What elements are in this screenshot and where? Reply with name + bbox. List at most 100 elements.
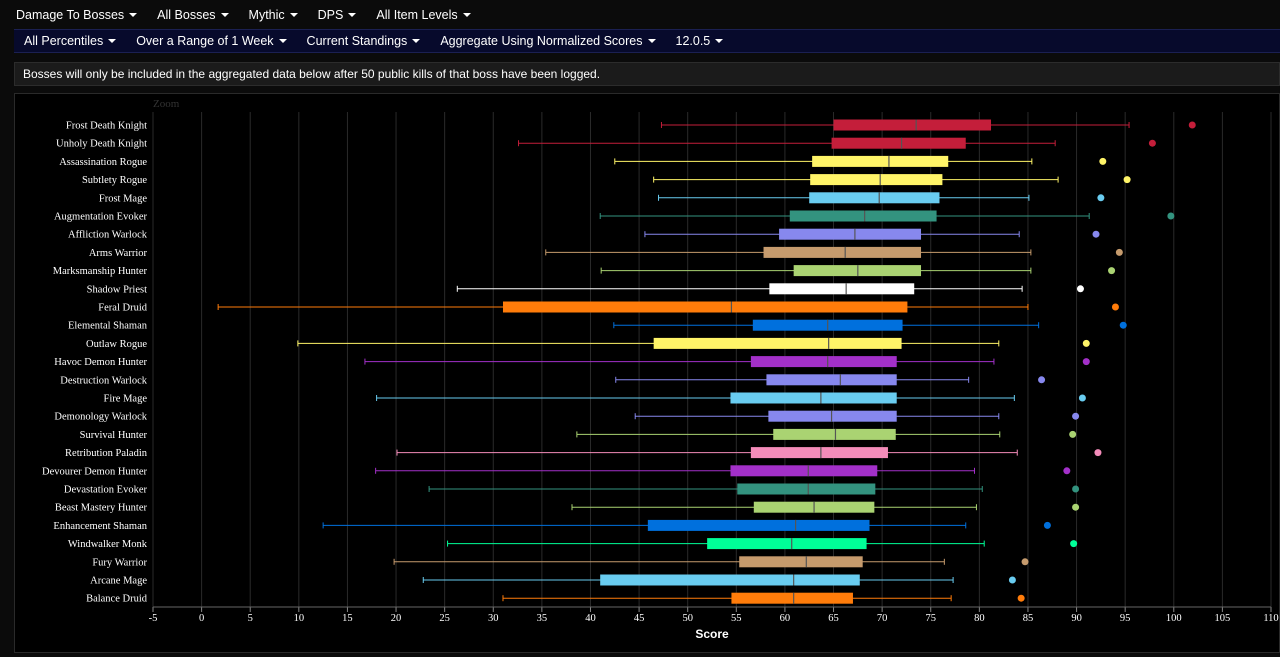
filter-dropdown-1[interactable]: Damage To Bosses [6, 0, 147, 29]
x-tick-label: 35 [537, 613, 548, 624]
y-category-label: Enhancement Shaman [53, 521, 147, 532]
outlier-point [1070, 540, 1078, 548]
caret-down-icon [108, 39, 117, 43]
boxplot-svg: Zoom Frost Death Knight Unholy Death Knig… [42, 98, 1279, 641]
iqr-box [730, 465, 878, 477]
x-tick-label: 5 [248, 613, 253, 624]
y-category-label: Frost Death Knight [66, 121, 147, 132]
outlier-point [1115, 248, 1123, 256]
filter-dropdown-5[interactable]: 12.0.5 [666, 30, 734, 52]
y-category-label: Arms Warrior [89, 248, 148, 259]
caret-down-icon [220, 12, 229, 17]
score-chart: Zoom Frost Death Knight Unholy Death Knig… [14, 93, 1280, 653]
outlier-point [1072, 503, 1080, 511]
filter-dropdown-label: Aggregate Using Normalized Scores [440, 34, 643, 48]
x-tick-label: 0 [199, 613, 204, 624]
filter-dropdown-4[interactable]: Aggregate Using Normalized Scores [430, 30, 665, 52]
filter-dropdown-4[interactable]: DPS [308, 0, 367, 29]
x-tick-label: 80 [974, 613, 985, 624]
caret-down-icon [647, 39, 656, 43]
outlier-point [1038, 376, 1046, 384]
filter-dropdown-label: Damage To Bosses [16, 7, 125, 22]
x-tick-label: 55 [731, 613, 742, 624]
outlier-point [1072, 485, 1080, 493]
x-tick-label: 95 [1120, 613, 1131, 624]
y-category-label: Havoc Demon Hunter [54, 357, 147, 368]
filter-dropdown-2[interactable]: All Bosses [147, 0, 238, 29]
y-category-label: Fire Mage [104, 394, 148, 405]
iqr-box [653, 337, 902, 349]
filter-dropdown-label: All Item Levels [376, 7, 458, 22]
filter-dropdown-2[interactable]: Over a Range of 1 Week [126, 30, 296, 52]
y-category-label: Unholy Death Knight [56, 139, 147, 150]
info-notice: Bosses will only be included in the aggr… [14, 62, 1280, 86]
filter-dropdown-3[interactable]: Mythic [239, 0, 308, 29]
x-tick-label: 10 [294, 613, 305, 624]
x-tick-label: 60 [780, 613, 791, 624]
outlier-point [1188, 121, 1196, 129]
x-tick-label: 70 [877, 613, 888, 624]
y-category-label: Beast Mastery Hunter [55, 503, 148, 514]
outlier-point [1119, 321, 1127, 329]
x-tick-label: 105 [1215, 613, 1231, 624]
outlier-point [1021, 558, 1029, 566]
filter-bar-secondary: All Percentiles Over a Range of 1 Week Cur… [14, 29, 1280, 53]
outlier-point [1082, 339, 1090, 347]
x-tick-label: 65 [828, 613, 839, 624]
filter-dropdown-label: Current Standings [306, 34, 408, 48]
iqr-box [737, 483, 876, 495]
outlier-point [1167, 212, 1175, 220]
iqr-box [809, 192, 940, 204]
outlier-point [1069, 430, 1077, 438]
iqr-box [750, 447, 888, 459]
filter-dropdown-label: DPS [317, 7, 344, 22]
outlier-point [1017, 594, 1025, 602]
caret-down-icon [715, 39, 724, 43]
y-category-label: Elemental Shaman [68, 321, 148, 332]
caret-down-icon [462, 12, 471, 17]
caret-down-icon [278, 39, 287, 43]
outlier-point [1111, 303, 1119, 311]
outlier-point [1008, 576, 1016, 584]
y-category-label: Augmentation Evoker [54, 212, 148, 223]
filter-dropdown-label: Mythic [248, 7, 285, 22]
outlier-point [1097, 194, 1105, 202]
iqr-box [766, 374, 897, 386]
y-category-label: Assassination Rogue [59, 157, 147, 168]
outlier-point [1063, 467, 1071, 475]
y-category-label: Outlaw Rogue [86, 339, 147, 350]
outlier-point [1043, 521, 1051, 529]
filter-dropdown-1[interactable]: All Percentiles [14, 30, 126, 52]
y-category-label: Devastation Evoker [64, 485, 148, 496]
outlier-point [1123, 176, 1131, 184]
outlier-point [1094, 449, 1102, 457]
outlier-point [1082, 358, 1090, 366]
outlier-point [1072, 412, 1080, 420]
iqr-box [739, 556, 863, 568]
x-tick-label: 25 [439, 613, 450, 624]
filter-dropdown-label: 12.0.5 [675, 34, 711, 48]
x-tick-label: 15 [342, 613, 353, 624]
zoom-label[interactable]: Zoom [153, 98, 180, 110]
x-tick-label: -5 [149, 613, 158, 624]
outlier-point [1092, 230, 1100, 238]
iqr-box [750, 356, 897, 368]
y-category-label: Frost Mage [99, 193, 147, 204]
y-category-label: Affliction Warlock [68, 230, 148, 241]
filter-dropdown-label: Over a Range of 1 Week [136, 34, 274, 48]
iqr-box [647, 519, 870, 531]
x-axis-title: Score [695, 627, 729, 641]
filter-dropdown-label: All Percentiles [24, 34, 104, 48]
iqr-box [812, 155, 949, 167]
y-category-label: Balance Druid [86, 594, 148, 605]
y-category-label: Retribution Paladin [65, 448, 148, 459]
caret-down-icon [129, 12, 138, 17]
iqr-box [707, 538, 867, 550]
y-category-label: Devourer Demon Hunter [42, 466, 147, 477]
outlier-point [1076, 285, 1084, 293]
iqr-box [810, 174, 943, 186]
filter-dropdown-5[interactable]: All Item Levels [366, 0, 480, 29]
iqr-box [831, 137, 966, 149]
y-category-label: Feral Druid [98, 303, 147, 314]
filter-dropdown-3[interactable]: Current Standings [297, 30, 431, 52]
